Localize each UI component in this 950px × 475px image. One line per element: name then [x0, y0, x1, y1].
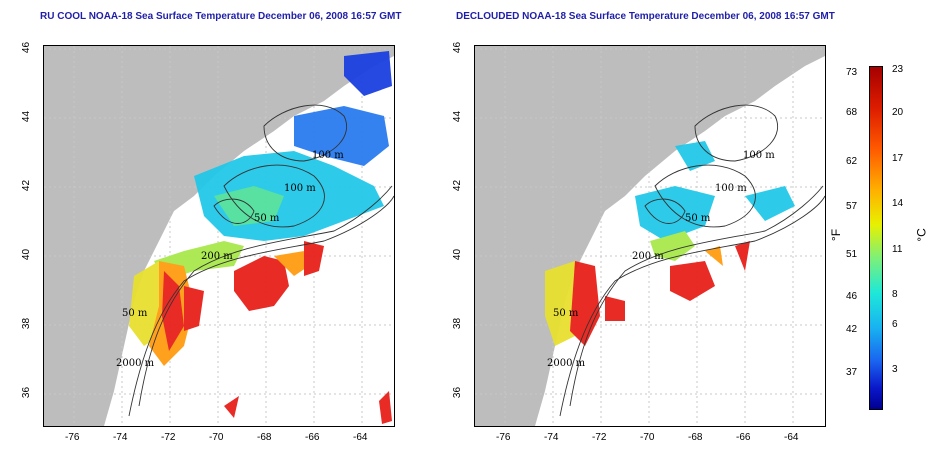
fahrenheit-tick: 46: [846, 291, 858, 302]
celsius-tick: 11: [892, 244, 903, 255]
x-tick-label: -68: [257, 432, 272, 443]
contour-label-50m-b: 50 m: [122, 308, 148, 319]
y-tick-label: 46: [21, 41, 33, 54]
y-tick-label: 42: [452, 179, 464, 192]
contour-label-50m-b: 50 m: [553, 308, 579, 319]
x-tick-label: -68: [688, 432, 703, 443]
fahrenheit-tick: 57: [846, 201, 858, 212]
celsius-tick: 14: [892, 198, 904, 209]
y-tick-label: 44: [21, 110, 33, 123]
x-tick-label: -66: [305, 432, 320, 443]
fahrenheit-tick: 62: [846, 156, 858, 167]
left-map-title: RU COOL NOAA-18 Sea Surface Temperature …: [40, 11, 402, 22]
x-tick-label: -64: [353, 432, 368, 443]
bathymetry-contours: [128, 104, 394, 417]
x-tick-label: -70: [209, 432, 224, 443]
contour-label-200m: 200 m: [632, 251, 664, 262]
celsius-tick: 3: [892, 364, 898, 375]
fahrenheit-tick: 37: [846, 367, 858, 378]
temperature-colorbar: [869, 66, 883, 410]
x-tick-label: -64: [784, 432, 799, 443]
y-tick-label: 46: [452, 41, 464, 54]
x-tick-label: -74: [113, 432, 128, 443]
contour-label-50m-a: 50 m: [685, 213, 711, 224]
contour-label-2000m: 2000 m: [547, 358, 586, 369]
left-map-canvas: 100 m 100 m 50 m 200 m 50 m 2000 m: [44, 46, 394, 426]
x-tick-label: -72: [161, 432, 176, 443]
fahrenheit-tick: 73: [846, 67, 858, 78]
right-map-title: DECLOUDED NOAA-18 Sea Surface Temperatur…: [456, 11, 835, 22]
contour-label-2000m: 2000 m: [116, 358, 155, 369]
right-map-canvas: 100 m 100 m 50 m 200 m 50 m 2000 m: [475, 46, 825, 426]
x-tick-label: -70: [640, 432, 655, 443]
y-tick-label: 36: [21, 386, 33, 399]
y-tick-label: 38: [452, 317, 464, 330]
contour-label-100m-b: 100 m: [284, 183, 316, 194]
contour-label-50m-a: 50 m: [254, 213, 280, 224]
contour-label-100m-a: 100 m: [312, 150, 344, 161]
right-sst-map: 100 m 100 m 50 m 200 m 50 m 2000 m: [474, 45, 826, 427]
fahrenheit-tick: 51: [846, 249, 858, 260]
x-tick-label: -74: [544, 432, 559, 443]
bathymetry-contours: [559, 104, 825, 417]
fahrenheit-unit: °F: [829, 228, 844, 242]
celsius-tick: 20: [892, 107, 904, 118]
x-tick-label: -66: [736, 432, 751, 443]
fahrenheit-tick: 68: [846, 107, 858, 118]
celsius-tick: 6: [892, 319, 898, 330]
y-tick-label: 40: [452, 248, 464, 261]
fahrenheit-tick: 42: [846, 324, 858, 335]
celsius-tick: 17: [892, 153, 904, 164]
y-tick-label: 42: [21, 179, 33, 192]
celsius-tick: 23: [892, 64, 904, 75]
contour-label-100m-a: 100 m: [743, 150, 775, 161]
y-tick-label: 38: [21, 317, 33, 330]
y-tick-label: 44: [452, 110, 464, 123]
celsius-tick: 8: [892, 289, 898, 300]
y-tick-label: 36: [452, 386, 464, 399]
left-sst-map: 100 m 100 m 50 m 200 m 50 m 2000 m: [43, 45, 395, 427]
celsius-unit: °C: [914, 228, 929, 242]
land-mass: [44, 46, 394, 426]
y-tick-label: 40: [21, 248, 33, 261]
x-tick-label: -76: [65, 432, 80, 443]
x-tick-label: -76: [496, 432, 511, 443]
land-mass: [475, 46, 825, 426]
x-tick-label: -72: [592, 432, 607, 443]
contour-label-100m-b: 100 m: [715, 183, 747, 194]
contour-label-200m: 200 m: [201, 251, 233, 262]
